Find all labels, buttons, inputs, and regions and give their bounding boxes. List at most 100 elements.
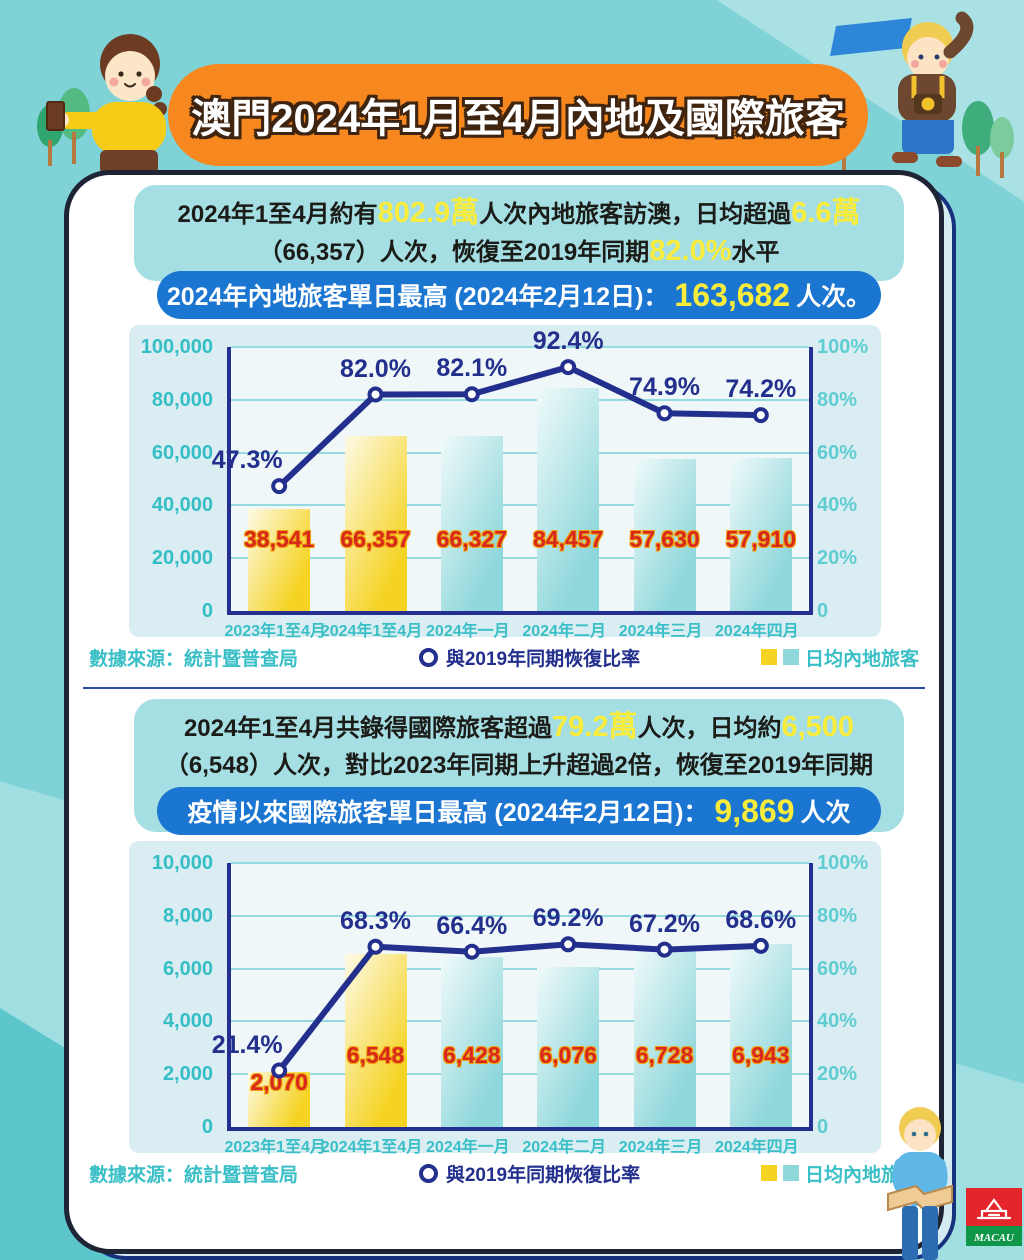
recovery-rate-label: 82.0% [340, 354, 411, 383]
y-right-tick: 0 [817, 1116, 829, 1138]
bar-value-label: 57,630 [629, 526, 700, 552]
bar-value-label: 57,910 [725, 526, 796, 552]
bar-value-label: 6,728 [635, 1042, 694, 1068]
summary-text-run: 2024年1至4月約有 [177, 201, 378, 228]
bar-value-label: 38,541 [243, 526, 315, 552]
y-left-tick: 60,000 [151, 441, 213, 464]
ruins-facade-icon [976, 1198, 1012, 1220]
bar-value-label: 6,076 [539, 1042, 597, 1068]
international-peak-banner: 疫情以來國際旅客單日最高 (2024年2月12日)： 9,869 人次 [157, 787, 881, 835]
yellow-bar-swatch-icon [760, 649, 777, 665]
y-left-tick: 8,000 [162, 904, 213, 927]
line-marker [656, 941, 673, 958]
x-category-label: 2024年一月 [426, 1139, 510, 1156]
recovery-rate-label: 82.1% [436, 354, 508, 383]
y-right-tick: 80% [817, 388, 858, 411]
y-left-tick: 2,000 [162, 1063, 213, 1086]
flag-icon [830, 18, 912, 56]
highlight-value: 79.2萬 [552, 711, 638, 743]
bar-value-label: 6,548 [346, 1042, 405, 1068]
bar-2023年1至4月 [248, 509, 311, 611]
data-source-label: 數據來源：統計暨普查局 [89, 1164, 299, 1186]
x-category-label: 2024年1至4月 [320, 1139, 423, 1156]
plot-area: 2,070 6,548 6,428 6,076 6,728 6,943 21.4% 68.3%… [212, 862, 813, 1131]
y-left-tick: 0 [201, 600, 213, 622]
summary-text-run: （66,357）人次，恢復至2019年同期 [258, 239, 650, 266]
recovery-rate-label: 21.4% [211, 1030, 283, 1059]
y-left-tick: 0 [201, 1116, 213, 1138]
highlight-value: 802.9萬 [377, 197, 480, 229]
recovery-rate-label: 67.2% [629, 909, 700, 938]
x-category-label: 2024年三月 [618, 623, 703, 640]
summary-text-run: 2024年1至4月共錄得國際旅客超過 [183, 715, 553, 742]
x-category-label: 2024年1至4月 [320, 623, 423, 640]
gridline [231, 967, 809, 970]
gridline [231, 557, 809, 560]
international-visitors-chart: 10,000 8,000 6,000 4,000 2,000 0 2,070 6,548 6,… [129, 841, 881, 1156]
bar-value-label: 66,357 [340, 526, 411, 552]
bar-2023年1至4月 [248, 1072, 311, 1127]
line-marker [752, 407, 769, 424]
macau-logo: MACAU [966, 1188, 1022, 1246]
yellow-bar-swatch-icon [760, 1165, 777, 1181]
bar-2024年1至4月 [344, 954, 407, 1127]
recovery-rate-label: 92.4% [532, 327, 604, 356]
y-left-tick: 40,000 [151, 494, 213, 517]
page-title: 澳門2024年1月至4月內地及國際旅客 [191, 97, 845, 141]
summary-text-run: 水平 [731, 239, 780, 266]
line-marker [463, 943, 480, 960]
recovery-rate-label: 74.9% [629, 373, 700, 402]
mainland-peak-suffix: 人次。 [796, 283, 872, 311]
y-right-tick: 100% [817, 852, 869, 874]
mainland-peak-number: 163,682 [674, 276, 791, 313]
gridline [231, 1073, 809, 1076]
gridline [231, 451, 809, 454]
bar-2024年1至4月 [344, 435, 407, 611]
mainland-peak-prefix: 2024年內地旅客單日最高 (2024年2月12日)： [166, 283, 669, 311]
y-right-tick: 40% [817, 494, 858, 517]
mainland-summary-text: 2024年1至4月約有802.9萬人次內地旅客訪澳，日均超過6.6萬 （66,35… [160, 195, 878, 271]
bar-value-label: 6,943 [732, 1042, 790, 1068]
map-icon [887, 1184, 953, 1212]
international-peak-prefix: 疫情以來國際旅客單日最高 (2024年2月12日)： [187, 799, 709, 827]
summary-text-run: 人次，日均約 [637, 715, 782, 742]
y-right-tick: 60% [817, 441, 858, 464]
line-marker [271, 1062, 288, 1079]
y-right-tick: 20% [817, 1063, 858, 1086]
data-source-label: 數據來源：統計暨普查局 [89, 648, 299, 670]
x-category-label: 2024年四月 [715, 1139, 799, 1156]
y-left-tick: 4,000 [162, 1010, 213, 1033]
international-chart-legend: 數據來源：統計暨普查局 與2019年同期恢復比率 日均內地旅客 [89, 1159, 919, 1187]
mainland-peak-banner: 2024年內地旅客單日最高 (2024年2月12日)： 163,682 人次。 [157, 271, 881, 319]
summary-text-run: 人次內地旅客訪澳，日均超過 [479, 201, 792, 228]
teal-bar-swatch-icon [782, 1165, 799, 1181]
recovery-rate-label: 74.2% [725, 375, 797, 404]
gridline [231, 1020, 809, 1023]
plot-area: 38,541 66,357 66,327 84,457 57,630 57,910 47.3… [212, 327, 813, 615]
recovery-rate-label: 68.3% [340, 906, 411, 935]
bar-value-label: 6,428 [443, 1042, 501, 1068]
recovery-rate-label: 69.2% [532, 904, 604, 933]
gridline [231, 346, 809, 348]
teal-bar-swatch-icon [782, 649, 799, 665]
bar-value-label: 66,327 [436, 526, 507, 552]
logo-text: MACAU [973, 1232, 1015, 1244]
bar-value-label: 84,457 [532, 526, 604, 552]
line-marker [367, 386, 384, 403]
y-left-tick: 10,000 [151, 852, 213, 874]
bar-2024年一月 [440, 435, 503, 611]
mainland-summary: 2024年1至4月約有802.9萬人次內地旅客訪澳，日均超過6.6萬 （66,35… [134, 185, 904, 281]
y-axis-left-ticks: 10,000 8,000 6,000 4,000 2,000 0 [129, 841, 217, 1153]
recovery-rate-legend-label: 與2019年同期恢復比率 [445, 648, 641, 670]
x-category-label: 2023年1至4月 [224, 1139, 326, 1156]
y-right-tick: 0 [817, 600, 829, 622]
international-peak-number: 9,869 [714, 792, 795, 829]
gridline [231, 862, 809, 864]
y-right-tick: 80% [817, 904, 858, 927]
y-left-tick: 20,000 [151, 547, 213, 570]
bar-2024年二月 [537, 966, 600, 1127]
line-marker [463, 386, 480, 403]
bar-2024年三月 [633, 949, 696, 1127]
highlight-value: 82.0% [649, 235, 732, 267]
x-axis-category-labels: 2023年1至4月 2024年1至4月 2024年一月 2024年二月 2024年三月 2… [224, 1133, 805, 1156]
